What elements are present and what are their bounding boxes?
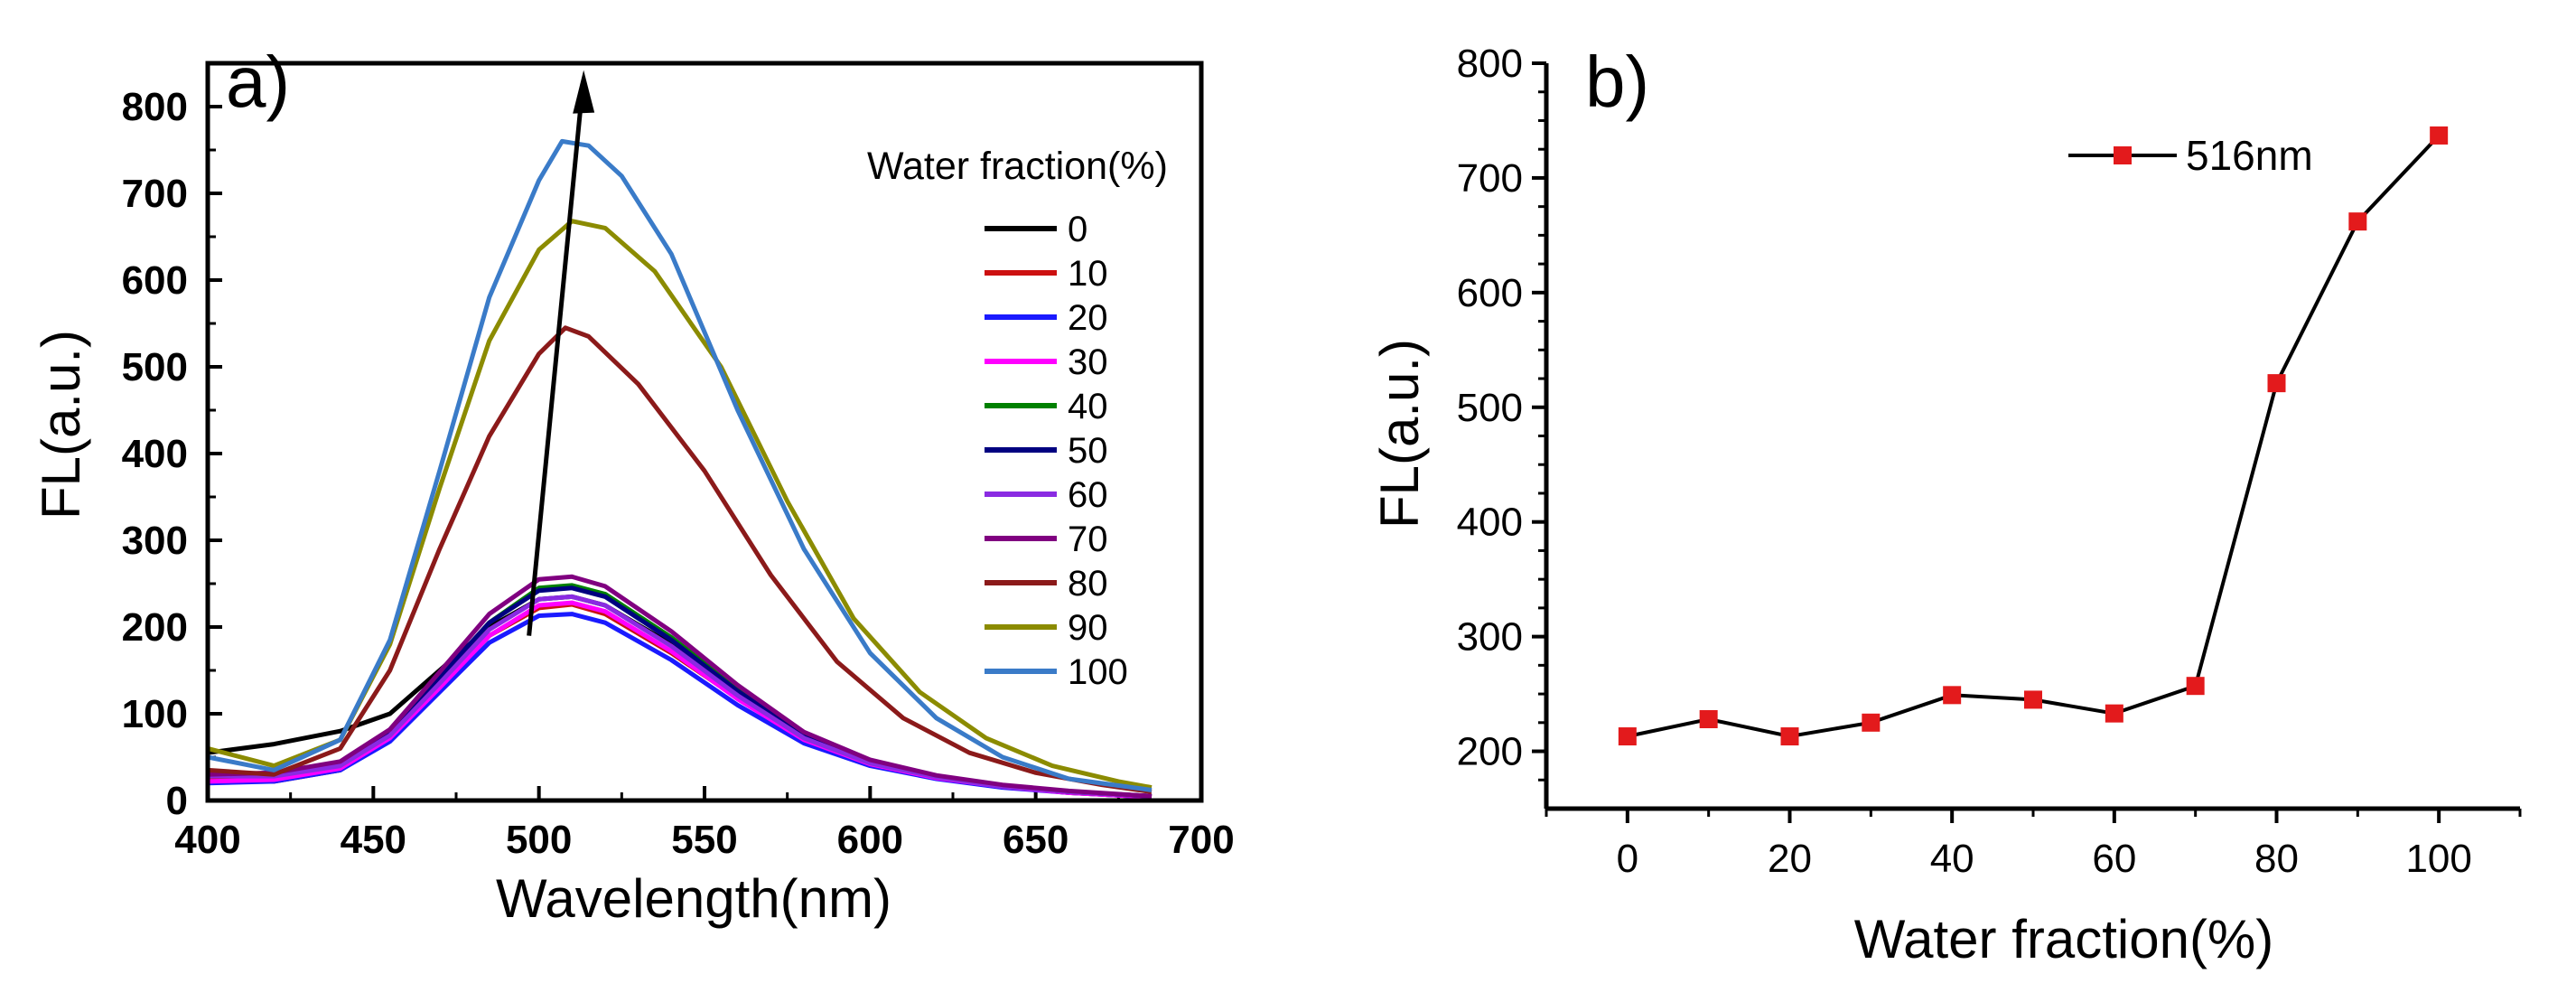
panel-a-legend-label-0: 0	[1068, 210, 1087, 249]
panel-a-series-line-80	[207, 325, 1153, 794]
panel-a-x-tick-label: 650	[1003, 818, 1069, 862]
panel-a-legend-label-60: 60	[1068, 475, 1108, 515]
panel-b-data-point	[1862, 713, 1881, 732]
panel-a-series-line-100	[207, 138, 1153, 792]
panel-a-y-tick-label: 300	[122, 519, 188, 563]
panel-a-y-tick-label: 100	[122, 692, 188, 736]
panel-a-y-tick-label: 600	[122, 258, 188, 303]
panel-b-y-axis-label: FL(a.u.)	[1369, 339, 1430, 529]
panel-a-trend-arrowhead	[573, 70, 595, 114]
panel-a-legend-title: Water fraction(%)	[867, 145, 1168, 188]
panel-a-y-tick-label: 800	[122, 85, 188, 129]
panel-b-data-point	[2105, 704, 2123, 723]
panel-a-plot-frame	[205, 61, 1204, 803]
panel-b-data-point	[1780, 727, 1799, 746]
panel-a-legend-label-30: 30	[1068, 342, 1108, 382]
panel-b-legend-label: 516nm	[2186, 132, 2313, 179]
panel-a-y-tick-label: 200	[122, 605, 188, 650]
panel-a-legend-label-80: 80	[1068, 564, 1108, 604]
panel-a-series-line-90	[207, 219, 1153, 791]
panel-a-x-tick-label: 500	[506, 818, 572, 862]
panel-a-y-axis-label: FL(a.u.)	[31, 330, 91, 520]
panel-b-series-line	[1627, 134, 2441, 739]
panel-b-y-tick-label: 700	[1457, 156, 1523, 201]
panel-b-data-point	[2348, 212, 2367, 231]
panel-b-data-point	[1943, 686, 1962, 705]
panel-a-series-line-30	[207, 600, 1153, 800]
panel-a-x-tick-label: 700	[1168, 818, 1234, 862]
panel-a-label: a)	[226, 42, 290, 122]
panel-a-legend-label-90: 90	[1068, 608, 1108, 648]
panel-a-y-tick-label: 700	[122, 172, 188, 216]
panel-a-trend-arrow	[527, 106, 583, 636]
panel-b-data-point	[1618, 727, 1637, 746]
panel-a-legend-label-50: 50	[1068, 431, 1108, 471]
panel-b-x-tick-label: 40	[1930, 837, 1974, 881]
panel-a-series-line-10	[207, 602, 1153, 800]
panel-b-data-point	[2267, 374, 2286, 393]
panel-b-data-point	[2024, 690, 2042, 709]
panel-a: a) Wavelength(nm) FL(a.u.) Water fractio…	[31, 42, 1235, 929]
panel-b: b) Water fraction(%) FL(a.u.) 0 20 40 60 80 1…	[1369, 42, 2522, 969]
panel-a-x-axis-label: Wavelength(nm)	[496, 868, 891, 929]
panel-a-x-tick-label: 550	[671, 818, 737, 862]
panel-a-legend-label-40: 40	[1068, 387, 1108, 426]
panel-a-x-tick-label: 400	[174, 818, 240, 862]
panel-b-y-tick-label: 400	[1457, 501, 1523, 545]
panel-b-label: b)	[1585, 42, 1649, 122]
panel-b-legend-swatch-marker	[2114, 146, 2132, 164]
panel-a-y-tick-label: 500	[122, 345, 188, 389]
panel-b-x-tick-label: 80	[2254, 837, 2299, 881]
panel-b-data-point	[2430, 126, 2449, 145]
panel-b-x-tick-label: 20	[1768, 837, 1812, 881]
panel-b-data-point	[2186, 677, 2205, 696]
panel-b-data-point	[1699, 710, 1718, 728]
panel-b-x-tick-label: 0	[1617, 837, 1638, 881]
panel-a-legend-label-20: 20	[1068, 298, 1108, 338]
panel-b-x-tick-label: 60	[2092, 837, 2136, 881]
panel-b-y-tick-label: 200	[1457, 730, 1523, 774]
panel-a-y-tick-label: 400	[122, 432, 188, 476]
panel-a-x-tick-label: 450	[341, 818, 406, 862]
panel-b-x-axis-label: Water fraction(%)	[1854, 909, 2274, 969]
panel-b-x-tick-label: 100	[2405, 837, 2471, 881]
panel-a-series-line-70	[207, 574, 1153, 799]
panel-a-y-tick-label: 0	[166, 779, 188, 823]
panel-a-legend-label-70: 70	[1068, 520, 1108, 559]
panel-b-y-tick-label: 600	[1457, 271, 1523, 315]
panel-a-legend-label-100: 100	[1068, 652, 1128, 692]
panel-b-y-tick-label: 300	[1457, 615, 1523, 660]
panel-b-y-tick-label: 800	[1457, 42, 1523, 86]
panel-a-legend-label-10: 10	[1068, 254, 1108, 294]
panel-a-x-tick-label: 600	[837, 818, 903, 862]
panel-b-y-tick-label: 500	[1457, 386, 1523, 430]
